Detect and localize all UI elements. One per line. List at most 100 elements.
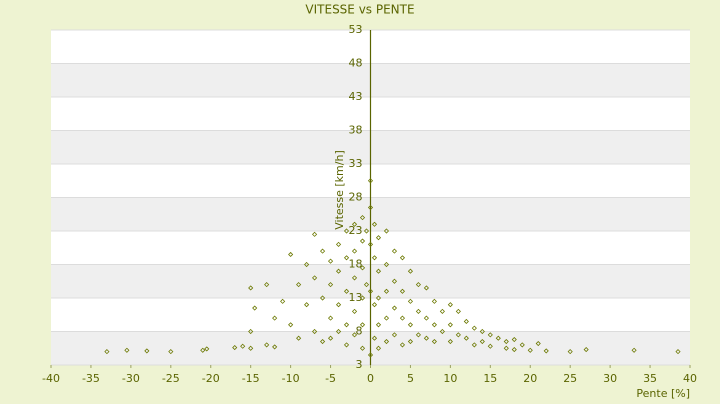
point (371, 302, 378, 308)
point (415, 308, 421, 314)
point (371, 221, 378, 227)
point (343, 288, 350, 294)
point (312, 328, 318, 335)
point (383, 261, 390, 268)
point (351, 248, 358, 254)
point (463, 335, 469, 341)
x-tick-label: -30 (122, 372, 140, 385)
point (375, 268, 382, 274)
x-tick-label: 20 (523, 372, 537, 385)
point (375, 295, 382, 301)
point (359, 215, 366, 221)
point (288, 322, 294, 328)
point (363, 228, 370, 234)
point (399, 342, 406, 348)
x-tick-label: -35 (82, 372, 100, 385)
point (495, 335, 501, 341)
point (240, 343, 246, 349)
point (248, 345, 254, 351)
point (359, 295, 366, 301)
point (431, 322, 437, 328)
point (144, 348, 150, 354)
point (383, 228, 390, 234)
point (471, 325, 477, 331)
x-tick-label: 40 (683, 372, 697, 385)
point (503, 338, 509, 345)
point (312, 231, 318, 237)
y-tick-label: 28 (349, 191, 363, 204)
point (479, 328, 485, 335)
point (248, 285, 254, 291)
point (343, 342, 350, 348)
point (447, 322, 453, 328)
point (631, 347, 637, 353)
y-tick-label: 43 (349, 90, 363, 103)
point (272, 344, 278, 350)
point (327, 335, 334, 341)
point (415, 332, 421, 338)
point (399, 288, 406, 294)
x-tick-label: -15 (242, 372, 260, 385)
x-tick-label: -5 (325, 372, 336, 385)
y-tick-label: 18 (349, 258, 363, 271)
point (399, 255, 406, 261)
x-tick-label: -20 (202, 372, 220, 385)
point (367, 288, 374, 294)
point (407, 298, 414, 304)
y-tick-label: 23 (349, 224, 363, 237)
point (487, 343, 493, 349)
point (280, 298, 286, 304)
point (431, 298, 437, 304)
point (327, 315, 334, 321)
point (200, 347, 206, 353)
point (487, 332, 493, 338)
point (423, 285, 429, 291)
point (407, 322, 414, 328)
y-axis-title: Vitesse [km/h] (333, 150, 346, 230)
y-tick-label: 3 (356, 358, 363, 371)
point (391, 332, 398, 338)
point (439, 328, 445, 335)
point (335, 302, 342, 308)
point (104, 349, 110, 355)
point (232, 345, 238, 351)
point (320, 248, 326, 254)
point (675, 349, 681, 355)
point (471, 342, 477, 348)
point (383, 315, 390, 321)
point (320, 295, 326, 301)
point (371, 255, 378, 261)
point (407, 268, 414, 274)
point (288, 251, 294, 258)
y-tick-label: 33 (349, 157, 363, 170)
point (304, 302, 310, 308)
point (343, 322, 350, 328)
point (503, 345, 509, 351)
point (431, 338, 437, 345)
x-tick-label: 0 (367, 372, 374, 385)
point (423, 335, 429, 341)
point (327, 282, 334, 288)
point (407, 338, 414, 345)
x-tick-label: 15 (483, 372, 497, 385)
point (511, 347, 517, 353)
point (204, 346, 210, 352)
y-tick-label: 53 (349, 23, 363, 36)
point (367, 352, 374, 358)
point (327, 258, 334, 264)
y-tick-label: 13 (349, 291, 363, 304)
y-tick-label: 48 (349, 57, 363, 70)
x-tick-label: -10 (282, 372, 300, 385)
point (272, 315, 278, 321)
point (359, 265, 366, 271)
point (312, 275, 318, 281)
point (375, 322, 382, 328)
point (375, 345, 382, 351)
point (359, 345, 366, 351)
point (296, 335, 302, 341)
point (343, 255, 350, 261)
point (543, 348, 549, 354)
point (304, 261, 310, 268)
point (447, 338, 453, 345)
point (367, 178, 374, 184)
